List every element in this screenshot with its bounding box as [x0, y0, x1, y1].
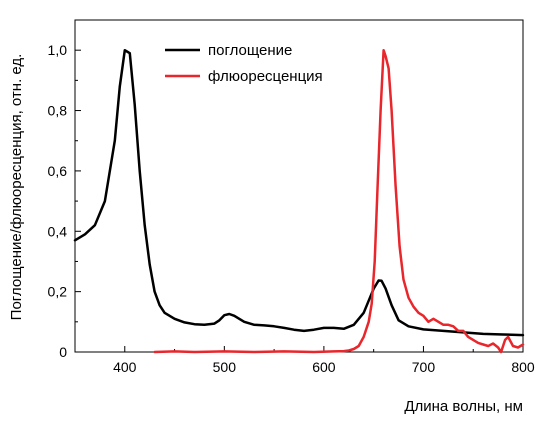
- absorption-line: [73, 48, 525, 337]
- y-tick-label: 0,2: [48, 284, 68, 300]
- fluorescence-line: [153, 48, 525, 354]
- x-tick-label: 600: [312, 359, 336, 375]
- x-tick-label: 500: [213, 359, 237, 375]
- y-tick-label: 0: [59, 344, 67, 360]
- legend-label-absorption: поглощение: [208, 42, 292, 59]
- y-tick-label: 1,0: [48, 42, 68, 58]
- y-tick-label: 0,8: [48, 103, 68, 119]
- x-tick-label: 800: [511, 359, 535, 375]
- series-lines: [73, 48, 525, 354]
- ticks: 400 500 600 700 800 0 0,2 0,4 0,6 0,8 1,0: [48, 19, 535, 375]
- y-tick-label: 0,4: [48, 223, 68, 239]
- y-tick-label: 0,6: [48, 163, 68, 179]
- x-tick-label: 700: [412, 359, 436, 375]
- x-tick-label: 400: [113, 359, 137, 375]
- x-axis-title: Длина волны, нм: [404, 398, 523, 415]
- legend: поглощение флюоресценция: [165, 42, 323, 85]
- legend-label-fluorescence: флюоресценция: [208, 68, 323, 85]
- y-axis-title: Поглощение/флюоресценция, отн. ед.: [8, 54, 25, 321]
